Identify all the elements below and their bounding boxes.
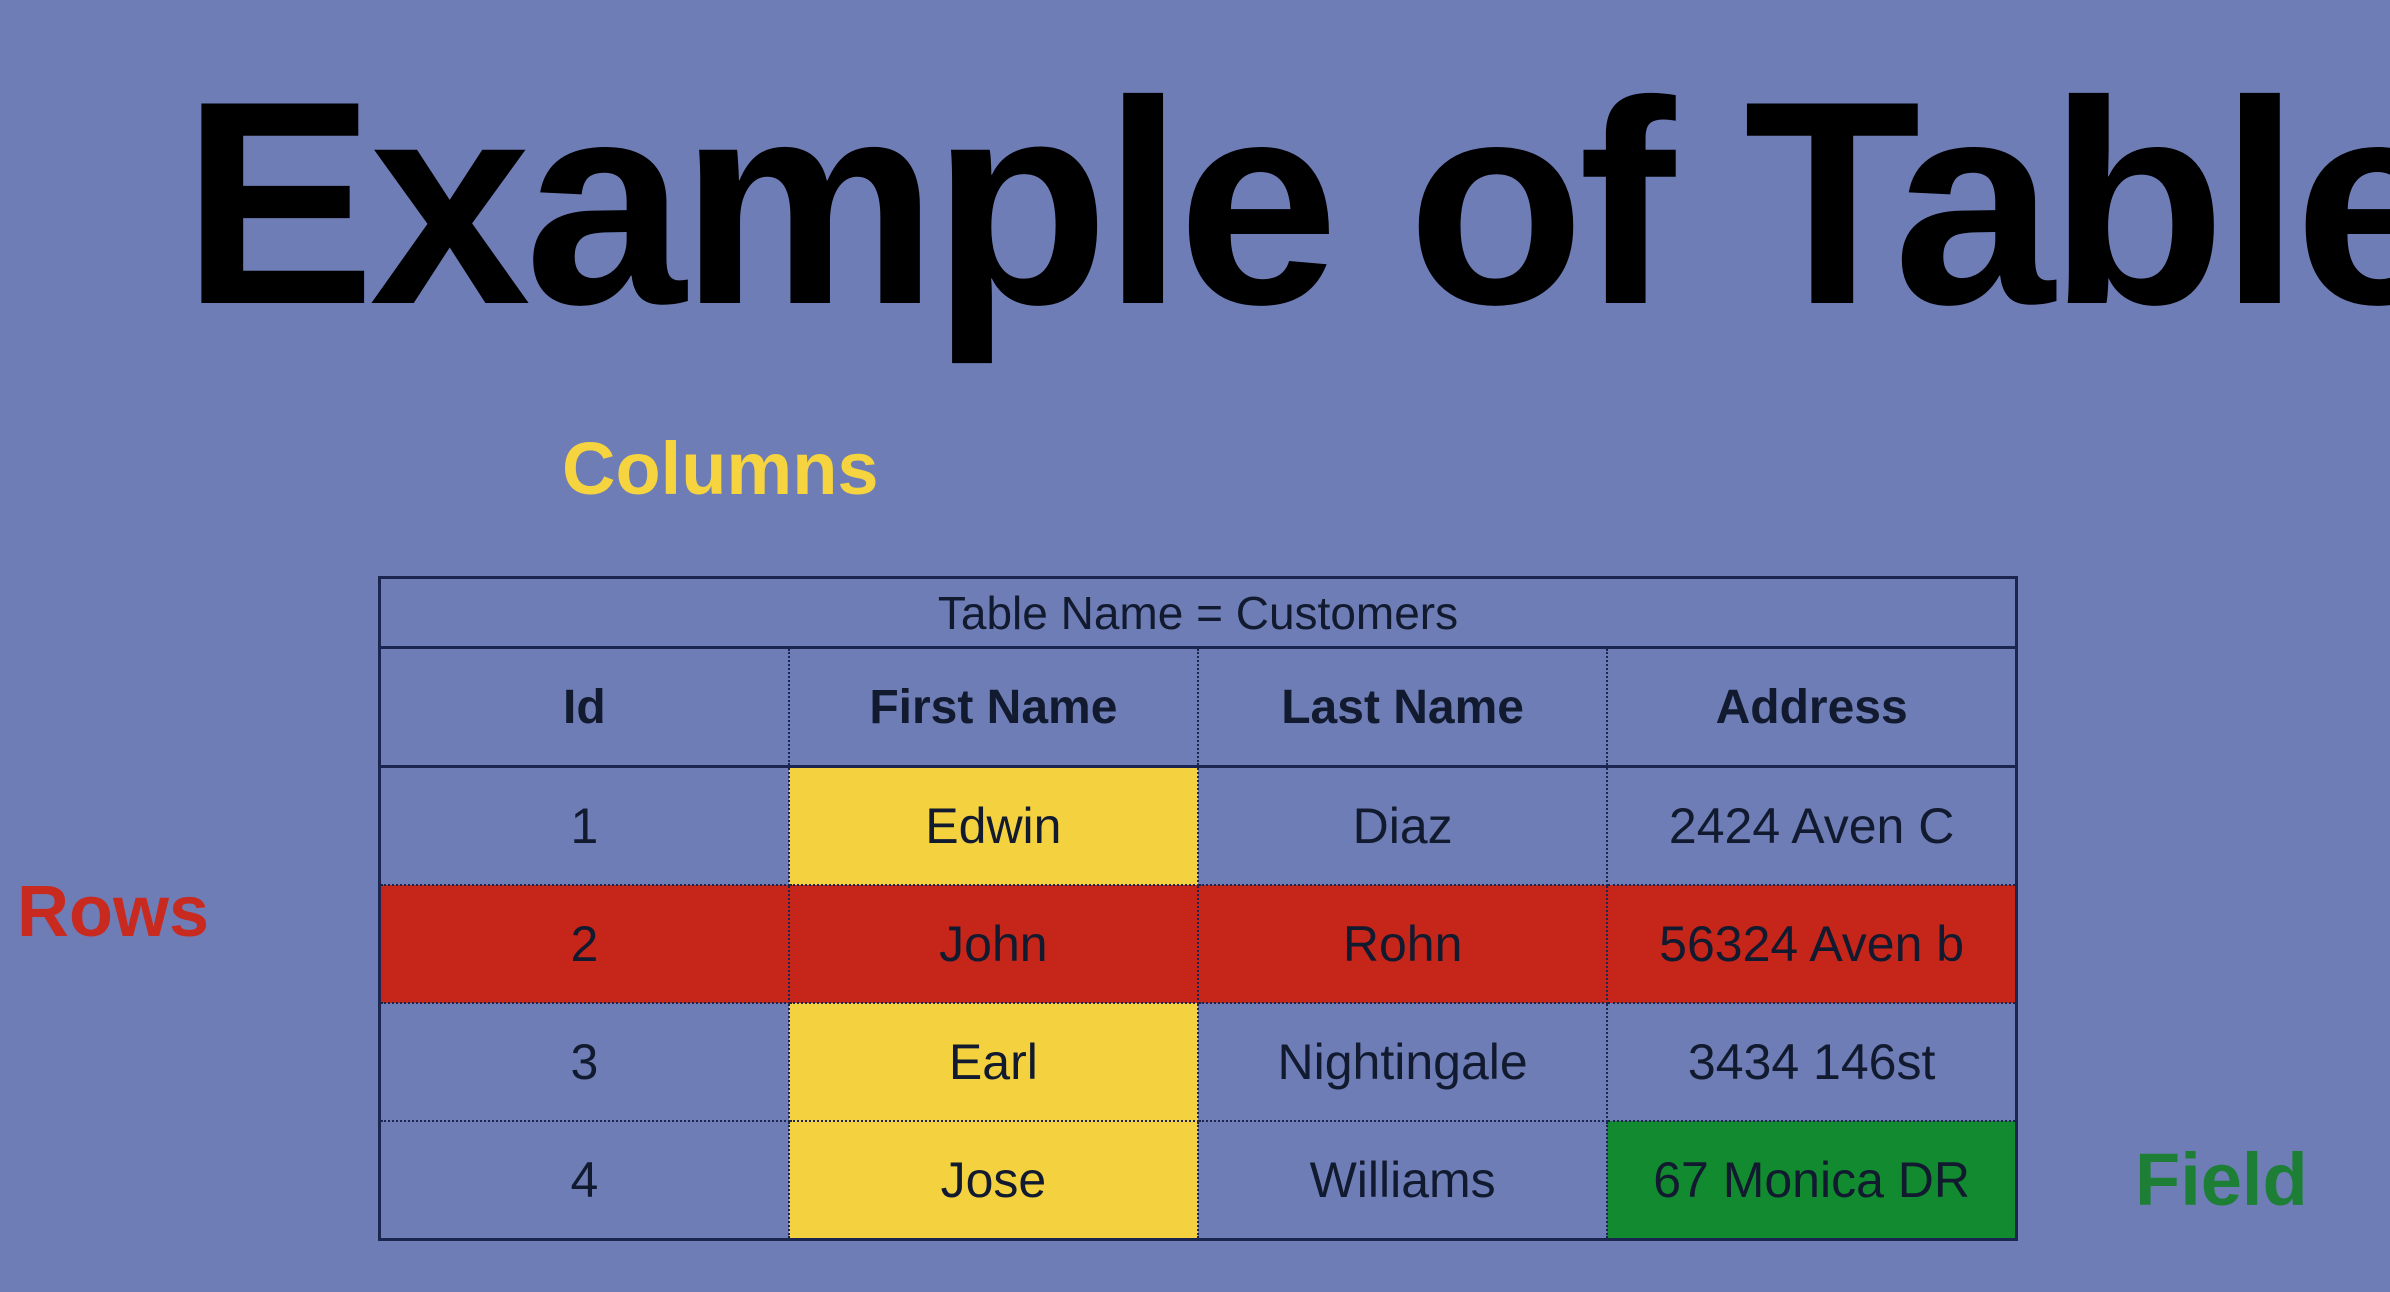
table-row: 1 Edwin Diaz 2424 Aven C [378, 765, 2018, 886]
table-row: 4 Jose Williams 67 Monica DR [378, 1120, 2018, 1241]
cell-address-highlighted-field: 67 Monica DR [1606, 1120, 2018, 1241]
cell-address: 56324 Aven b [1606, 884, 2018, 1004]
header-last-name: Last Name [1196, 646, 1609, 768]
table-caption: Table Name = Customers [378, 576, 2018, 649]
cell-last-name: Nightingale [1196, 1002, 1609, 1122]
table-row: 3 Earl Nightingale 3434 146st [378, 1002, 2018, 1122]
cell-address: 3434 146st [1606, 1002, 2018, 1122]
table-header-row: Id First Name Last Name Address [378, 646, 2018, 768]
cell-address: 2424 Aven C [1606, 765, 2018, 886]
table-row-highlighted: 2 John Rohn 56324 Aven b [378, 884, 2018, 1004]
cell-last-name: Williams [1196, 1120, 1609, 1241]
cell-first-name: Earl [787, 1002, 1200, 1122]
cell-last-name: Rohn [1196, 884, 1609, 1004]
field-label: Field [2135, 1138, 2308, 1221]
header-id: Id [378, 646, 790, 768]
table-caption-row: Table Name = Customers [378, 576, 2018, 649]
header-address: Address [1606, 646, 2018, 768]
cell-first-name: Edwin [787, 765, 1200, 886]
cell-first-name: John [787, 884, 1200, 1004]
cell-id: 2 [378, 884, 790, 1004]
cell-first-name: Jose [787, 1120, 1200, 1241]
cell-id: 4 [378, 1120, 790, 1241]
header-first-name: First Name [787, 646, 1200, 768]
cell-id: 1 [378, 765, 790, 886]
cell-id: 3 [378, 1002, 790, 1122]
cell-last-name: Diaz [1196, 765, 1609, 886]
customers-table: Table Name = Customers Id First Name Las… [378, 576, 2018, 1241]
columns-label: Columns [562, 427, 879, 510]
slide-title: Example of Table [182, 41, 2390, 365]
rows-label: Rows [17, 872, 210, 952]
